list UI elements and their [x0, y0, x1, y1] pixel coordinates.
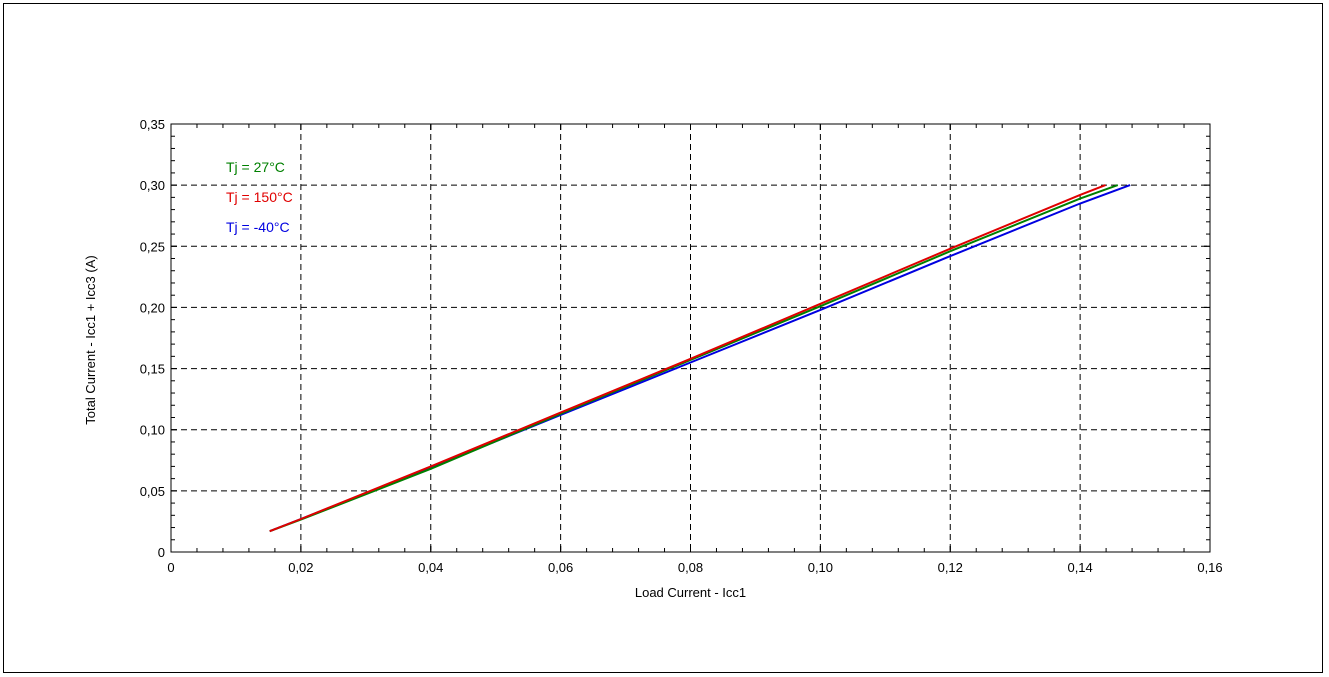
- legend-entry: Tj = 150°C: [226, 189, 293, 205]
- y-tick-labels: 0 0,05 0,10 0,15 0,20 0,25 0,30 0,35: [140, 117, 165, 560]
- minor-ticks: [170, 123, 1211, 553]
- x-tick-label: 0,12: [938, 560, 963, 575]
- x-tick-label: 0,02: [288, 560, 313, 575]
- x-tick-labels: 0 0,02 0,04 0,06 0,08 0,10 0,12 0,14 0,16: [167, 560, 1222, 575]
- series-line-tj-150-c: [269, 184, 1106, 533]
- y-axis-label: Total Current - Icc1 + Icc3 (A): [83, 255, 98, 424]
- x-tick-label: 0,04: [418, 560, 443, 575]
- y-tick-label: 0,35: [140, 117, 165, 132]
- x-tick-label: 0,10: [808, 560, 833, 575]
- x-tick-label: 0,16: [1197, 560, 1222, 575]
- y-tick-label: 0,05: [140, 484, 165, 499]
- series-line-tj-27-c: [269, 184, 1119, 533]
- grid: [171, 124, 1210, 552]
- y-tick-label: 0,10: [140, 423, 165, 438]
- x-tick-label: 0: [167, 560, 174, 575]
- plot-area: [170, 123, 1211, 553]
- y-tick-label: 0,20: [140, 300, 165, 315]
- legend: Tj = 27°C Tj = 150°C Tj = -40°C: [226, 159, 293, 235]
- y-tick-label: 0,15: [140, 362, 165, 377]
- legend-entry: Tj = -40°C: [226, 219, 290, 235]
- y-tick-label: 0: [158, 545, 165, 560]
- x-tick-label: 0,08: [678, 560, 703, 575]
- figure-frame: [3, 3, 1323, 673]
- y-tick-label: 0,25: [140, 239, 165, 254]
- y-tick-label: 0,30: [140, 178, 165, 193]
- x-axis-label: Load Current - Icc1: [635, 585, 746, 600]
- x-tick-label: 0,06: [548, 560, 573, 575]
- series-group: [269, 184, 1131, 533]
- legend-entry: Tj = 27°C: [226, 159, 285, 175]
- x-tick-label: 0,14: [1067, 560, 1092, 575]
